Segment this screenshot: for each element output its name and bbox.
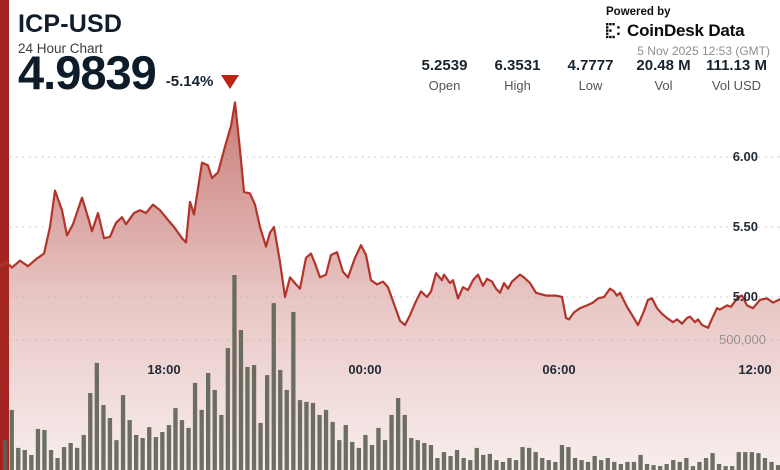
arrow-down-icon (221, 74, 240, 89)
stat-open: 5.2539 Open (408, 57, 481, 93)
last-price: 4.9839 (18, 46, 157, 99)
stat-high-label: High (504, 78, 531, 93)
stat-vol-usd: 111.13 M Vol USD (700, 57, 773, 93)
powered-by-label: Powered by (606, 6, 671, 18)
brand-name: CoinDesk Data (627, 21, 745, 40)
time-label-18: 18:00 (147, 362, 181, 377)
price-row: 4.9839 -5.14% (18, 46, 240, 99)
price-tick-5-50: 5.50 (732, 219, 758, 234)
stat-low: 4.7777 Low (554, 57, 627, 93)
timestamp: 5 Nov 2025 12:53 (GMT) (637, 44, 770, 58)
ohlc-stats-row: 5.2539 Open 6.3531 High 4.7777 Low 20.48… (408, 57, 773, 93)
price-tick-6: 6.00 (732, 149, 758, 164)
stat-low-label: Low (578, 78, 603, 93)
change-indicator: -5.14% (166, 73, 240, 90)
stat-open-value: 5.2539 (421, 57, 468, 74)
powered-by-block: Powered by CoinDesk Data 5 Nov 2025 12:5… (606, 6, 770, 58)
volume-tick-500000: 500,000 (719, 332, 766, 347)
stat-vol-usd-value: 111.13 M (706, 57, 767, 74)
accent-stripe (0, 0, 9, 470)
stat-vol-usd-label: Vol USD (711, 78, 762, 93)
stat-vol-label: Vol (654, 78, 673, 93)
time-label-12: 12:00 (738, 362, 772, 377)
time-label-00: 00:00 (348, 362, 382, 377)
symbol-title: ICP-USD (18, 10, 123, 38)
stat-open-label: Open (428, 78, 461, 93)
brand-link[interactable]: CoinDesk Data (606, 21, 770, 41)
stat-high: 6.3531 High (481, 57, 554, 93)
change-percent: -5.14% (165, 73, 214, 91)
stat-vol-value: 20.48 M (636, 57, 691, 74)
title-block: ICP-USD 24 Hour Chart (18, 10, 122, 56)
price-tick-5: 5.00 (732, 289, 758, 304)
time-label-06: 06:00 (542, 362, 576, 377)
stat-high-value: 6.3531 (494, 57, 541, 74)
chart-subtitle: 24 Hour Chart (18, 41, 103, 56)
stat-low-value: 4.7777 (567, 57, 614, 74)
coindesk-logo-icon (606, 22, 620, 38)
stat-vol: 20.48 M Vol (627, 57, 700, 93)
